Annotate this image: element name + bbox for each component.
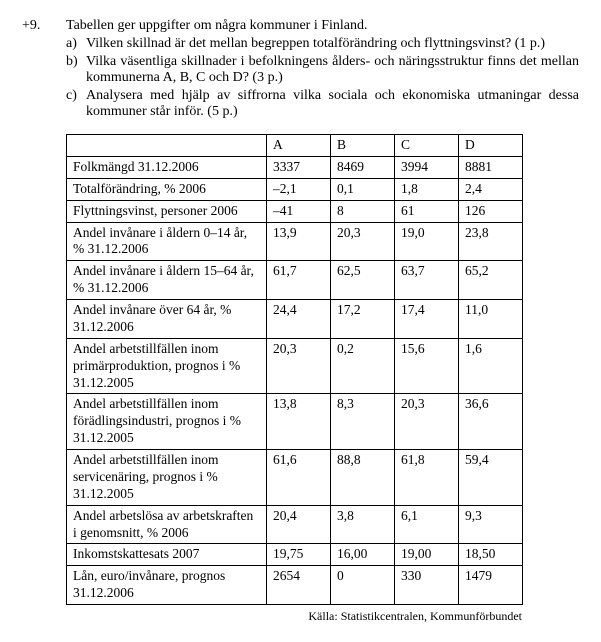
cell: 61,7 xyxy=(267,261,331,300)
cell: 8 xyxy=(331,200,395,222)
cell: 18,50 xyxy=(459,544,523,566)
cell: 19,75 xyxy=(267,544,331,566)
sub-items: a) Vilken skillnad är det mellan begrepp… xyxy=(66,36,579,120)
cell: 13,9 xyxy=(267,222,331,261)
header-cell: D xyxy=(459,135,523,157)
cell: 13,8 xyxy=(267,394,331,450)
sub-item-b: b) Vilka väsentliga skillnader i befolkn… xyxy=(66,54,579,86)
cell: 126 xyxy=(459,200,523,222)
cell: –2,1 xyxy=(267,178,331,200)
cell: 8,3 xyxy=(331,394,395,450)
cell: 17,4 xyxy=(395,300,459,339)
cell: 61,8 xyxy=(395,450,459,506)
sub-text: Vilka väsentliga skillnader i befolkning… xyxy=(86,54,579,86)
table-row: Andel invånare i åldern 15–64 år, % 31.1… xyxy=(67,261,523,300)
cell: 88,8 xyxy=(331,450,395,506)
row-label: Totalförändring, % 2006 xyxy=(67,178,267,200)
table-row: Andel arbetstillfällen inom primärproduk… xyxy=(67,338,523,394)
cell: 20,3 xyxy=(395,394,459,450)
table-row: Inkomstskattesats 200719,7516,0019,0018,… xyxy=(67,544,523,566)
header-cell: A xyxy=(267,135,331,157)
table-row: Andel arbetstillfällen inom servicenärin… xyxy=(67,450,523,506)
cell: 1479 xyxy=(459,566,523,605)
cell: 8469 xyxy=(331,156,395,178)
row-label: Andel invånare över 64 år, % 31.12.2006 xyxy=(67,300,267,339)
cell: 330 xyxy=(395,566,459,605)
question-intro: Tabellen ger uppgifter om några kommuner… xyxy=(66,18,579,34)
cell: 9,3 xyxy=(459,505,523,544)
cell: 0 xyxy=(331,566,395,605)
sub-letter: c) xyxy=(66,88,86,120)
row-label: Andel arbetstillfällen inom förädlingsin… xyxy=(67,394,267,450)
cell: 62,5 xyxy=(331,261,395,300)
cell: 1,8 xyxy=(395,178,459,200)
table-row: Andel invånare över 64 år, % 31.12.20062… xyxy=(67,300,523,339)
question-header: +9. Tabellen ger uppgifter om några komm… xyxy=(22,18,579,34)
sub-text: Analysera med hjälp av siffrorna vilka s… xyxy=(86,88,579,120)
cell: 15,6 xyxy=(395,338,459,394)
cell: –41 xyxy=(267,200,331,222)
cell: 2,4 xyxy=(459,178,523,200)
row-label: Folkmängd 31.12.2006 xyxy=(67,156,267,178)
cell: 65,2 xyxy=(459,261,523,300)
cell: 2654 xyxy=(267,566,331,605)
sub-text: Vilken skillnad är det mellan begreppen … xyxy=(86,36,579,52)
cell: 0,2 xyxy=(331,338,395,394)
table-row: Folkmängd 31.12.20063337846939948881 xyxy=(67,156,523,178)
sub-letter: b) xyxy=(66,54,86,86)
row-label: Andel invånare i åldern 0–14 år, % 31.12… xyxy=(67,222,267,261)
cell: 20,3 xyxy=(267,338,331,394)
data-table: A B C D Folkmängd 31.12.2006333784693994… xyxy=(66,134,523,605)
row-label: Andel arbetslösa av arbetskraften i geno… xyxy=(67,505,267,544)
question-number: +9. xyxy=(22,18,66,34)
cell: 63,7 xyxy=(395,261,459,300)
cell: 36,6 xyxy=(459,394,523,450)
header-cell: C xyxy=(395,135,459,157)
row-label: Inkomstskattesats 2007 xyxy=(67,544,267,566)
sub-item-c: c) Analysera med hjälp av siffrorna vilk… xyxy=(66,88,579,120)
cell: 6,1 xyxy=(395,505,459,544)
cell: 20,4 xyxy=(267,505,331,544)
table-row: Totalförändring, % 2006–2,10,11,82,4 xyxy=(67,178,523,200)
table-row: Lån, euro/invånare, prognos 31.12.200626… xyxy=(67,566,523,605)
cell: 61,6 xyxy=(267,450,331,506)
row-label: Andel arbetstillfällen inom primärproduk… xyxy=(67,338,267,394)
table-header-row: A B C D xyxy=(67,135,523,157)
cell: 3,8 xyxy=(331,505,395,544)
row-label: Flyttningsvinst, personer 2006 xyxy=(67,200,267,222)
source-line: Källa: Statistikcentralen, Kommunförbund… xyxy=(66,609,522,624)
table-row: Flyttningsvinst, personer 2006–41861126 xyxy=(67,200,523,222)
table-row: Andel arbetslösa av arbetskraften i geno… xyxy=(67,505,523,544)
cell: 3994 xyxy=(395,156,459,178)
sub-letter: a) xyxy=(66,36,86,52)
cell: 1,6 xyxy=(459,338,523,394)
row-label: Lån, euro/invånare, prognos 31.12.2006 xyxy=(67,566,267,605)
question-block: +9. Tabellen ger uppgifter om några komm… xyxy=(22,18,579,120)
cell: 61 xyxy=(395,200,459,222)
cell: 23,8 xyxy=(459,222,523,261)
sub-item-a: a) Vilken skillnad är det mellan begrepp… xyxy=(66,36,579,52)
cell: 11,0 xyxy=(459,300,523,339)
table-row: Andel arbetstillfällen inom förädlingsin… xyxy=(67,394,523,450)
cell: 17,2 xyxy=(331,300,395,339)
row-label: Andel invånare i åldern 15–64 år, % 31.1… xyxy=(67,261,267,300)
cell: 8881 xyxy=(459,156,523,178)
cell: 0,1 xyxy=(331,178,395,200)
row-label: Andel arbetstillfällen inom servicenärin… xyxy=(67,450,267,506)
cell: 19,00 xyxy=(395,544,459,566)
header-cell xyxy=(67,135,267,157)
cell: 19,0 xyxy=(395,222,459,261)
cell: 3337 xyxy=(267,156,331,178)
cell: 16,00 xyxy=(331,544,395,566)
cell: 59,4 xyxy=(459,450,523,506)
cell: 20,3 xyxy=(331,222,395,261)
cell: 24,4 xyxy=(267,300,331,339)
header-cell: B xyxy=(331,135,395,157)
table-row: Andel invånare i åldern 0–14 år, % 31.12… xyxy=(67,222,523,261)
